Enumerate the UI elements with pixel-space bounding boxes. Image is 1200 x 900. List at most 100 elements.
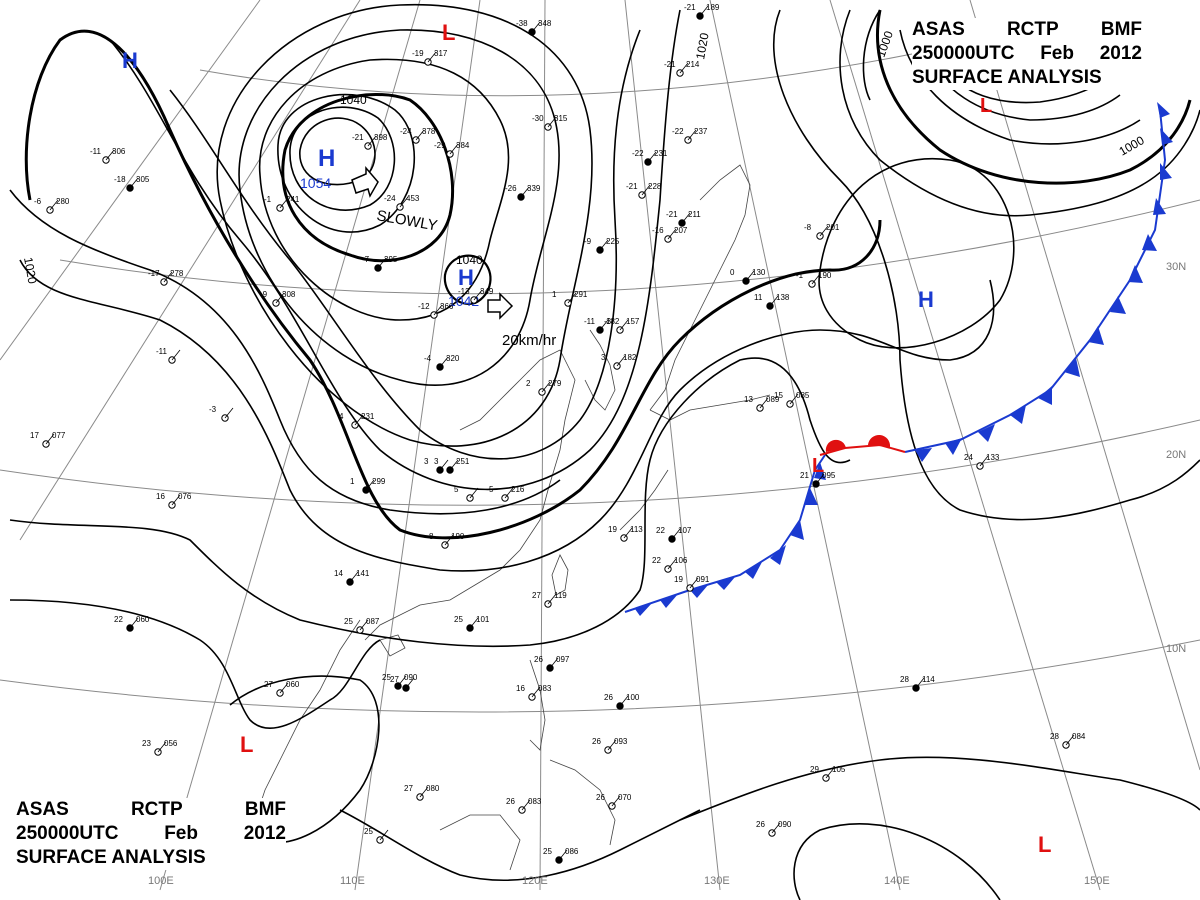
station-pressure: 225 <box>606 237 620 246</box>
station-pressure: 084 <box>1072 732 1086 741</box>
wind-barb-icon <box>105 149 115 161</box>
longitude-label: 140E <box>884 875 910 887</box>
station-pressure: 138 <box>776 293 790 302</box>
longitude-label: 100E <box>148 875 174 887</box>
wind-barb-icon <box>611 795 621 807</box>
wind-barb-icon <box>641 184 651 196</box>
wind-barb-icon <box>687 129 697 141</box>
isobar <box>216 3 593 447</box>
station-temperature: -19 <box>412 49 424 58</box>
station-pressure: 305 <box>136 175 150 184</box>
cold-front-barb <box>635 603 652 616</box>
station-temperature: 13 <box>744 395 753 404</box>
wind-barb-icon <box>531 21 541 33</box>
wind-barb-icon <box>619 695 629 707</box>
station-plot: -26 339 <box>505 184 541 201</box>
wind-barb-icon <box>789 393 799 405</box>
wind-barb-icon <box>415 129 425 141</box>
station-plot: -21 214 <box>664 60 700 77</box>
station-temperature: -18 <box>114 175 126 184</box>
station-pressure: 077 <box>52 431 66 440</box>
station-pressure: 090 <box>404 673 418 682</box>
wind-barb-icon <box>681 212 691 224</box>
station-temperature: 15 <box>774 391 783 400</box>
station-plot: 25 090 <box>382 673 418 690</box>
station-pressure: 317 <box>434 49 448 58</box>
station-pressure: 453 <box>406 194 420 203</box>
station-temperature: 2 <box>526 379 531 388</box>
station-pressure: 398 <box>374 133 388 142</box>
station-pressure: 095 <box>822 471 836 480</box>
cold-front-barb <box>978 424 995 442</box>
station-plot: -9 225 <box>584 237 620 254</box>
station-temperature: -24 <box>400 127 412 136</box>
station-temperature: -29 <box>434 141 446 150</box>
low-pressure-symbol: L <box>240 732 253 757</box>
wind-barb-icon <box>171 349 181 361</box>
wind-barb-icon <box>769 295 779 307</box>
station-temperature: 25 <box>382 673 391 682</box>
header-line-1: ASAS RCTP BMF <box>16 798 286 822</box>
header-code: BMF <box>1100 19 1142 40</box>
isobar <box>169 29 641 460</box>
station-pressure: 157 <box>626 317 640 326</box>
station-plot: 26 083 <box>506 797 542 814</box>
cold-front-barb <box>1010 405 1026 424</box>
station-pressure: 280 <box>56 197 70 206</box>
station-plot: 3 <box>424 457 449 474</box>
station-temperature: 24 <box>964 453 973 462</box>
wind-barb-icon <box>275 292 285 304</box>
low-pressure-symbol: L <box>980 95 992 117</box>
station-temperature: 26 <box>604 693 613 702</box>
coastline-indochina <box>254 619 361 821</box>
station-temperature: 17 <box>30 431 39 440</box>
station-pressure: 093 <box>614 737 628 746</box>
station-pressure: 107 <box>678 526 692 535</box>
header-line-1: ASAS RCTP BMF <box>912 18 1142 42</box>
wind-barb-icon <box>449 459 459 471</box>
station-pressure: 105 <box>832 765 846 774</box>
wind-barb-icon <box>599 319 609 331</box>
station-plot: 28 114 <box>900 675 935 692</box>
isobar <box>281 92 455 263</box>
station-pressure: 339 <box>527 184 541 193</box>
cold-front-barb <box>790 520 804 540</box>
station-pressure: 207 <box>674 226 688 235</box>
station-pressure: 306 <box>112 147 126 156</box>
station-temperature: 11 <box>754 293 763 302</box>
station-pressure: 231 <box>361 412 375 421</box>
isobar-label: 1020 <box>21 256 39 285</box>
cold-front-barb <box>770 545 786 565</box>
station-temperature: 3 <box>424 457 429 466</box>
station-temperature: -4 <box>424 354 432 363</box>
station-plot: 19 113 <box>608 525 643 542</box>
station-plot: -24 378 <box>400 127 436 144</box>
wind-barb-icon <box>616 355 626 367</box>
wind-barb-icon <box>521 799 531 811</box>
station-plot: 26 100 <box>604 693 640 710</box>
station-temperature: -22 <box>632 149 644 158</box>
station-plot: 24 133 <box>964 453 1000 470</box>
coastline-china <box>364 349 576 641</box>
station-pressure: 251 <box>456 457 470 466</box>
station-temperature: -17 <box>148 269 160 278</box>
station-plot: -9 308 <box>260 290 296 307</box>
header-line-2: 250000UTC Feb 2012 <box>16 822 286 846</box>
isobar <box>299 117 376 186</box>
station-temperature: -22 <box>672 127 684 136</box>
wind-barb-icon <box>163 271 173 283</box>
isobar <box>9 189 561 515</box>
station-pressure: 070 <box>618 793 632 802</box>
longitude-label: 150E <box>1084 875 1110 887</box>
wind-barb-icon <box>399 196 409 208</box>
isobar <box>443 254 492 306</box>
station-pressure: 089 <box>766 395 780 404</box>
high-pressure-symbol: H <box>458 265 474 290</box>
wind-barb-icon <box>405 677 415 689</box>
header-month: Feb <box>164 823 198 844</box>
low-pressure-symbol: L <box>1038 832 1051 857</box>
station-temperature: 25 <box>543 847 552 856</box>
station-plot: 25 101 <box>454 615 490 632</box>
isobar-label: 1040 <box>456 253 483 267</box>
station-pressure: 182 <box>606 317 620 326</box>
